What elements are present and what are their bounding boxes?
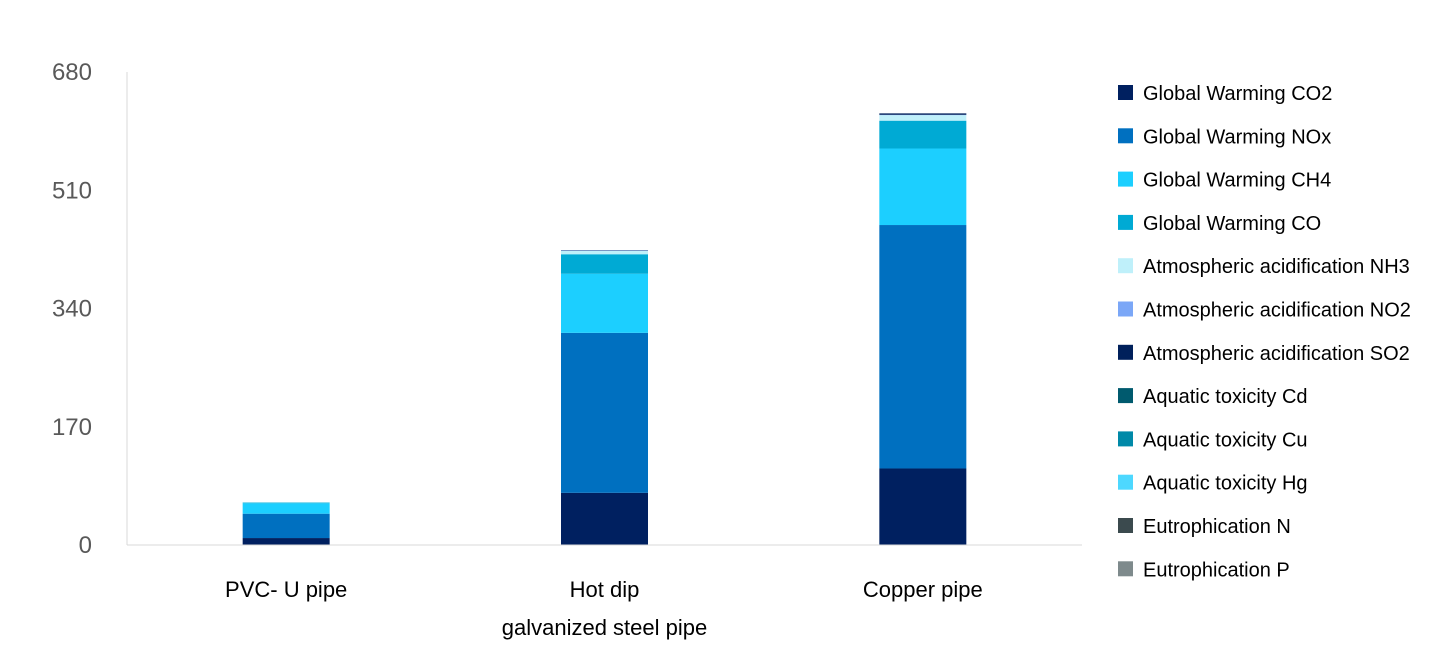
bars bbox=[242, 113, 967, 545]
legend-swatch bbox=[1118, 214, 1133, 230]
legend-item: Global Warming CO bbox=[1118, 213, 1321, 235]
x-category-label: Copper pipe bbox=[863, 577, 983, 602]
y-tick-label: 680 bbox=[52, 59, 92, 86]
bar-segment bbox=[879, 148, 967, 226]
bar-segment bbox=[561, 273, 648, 333]
legend-swatch bbox=[1118, 431, 1133, 447]
legend-label: Atmospheric acidification NO2 bbox=[1143, 300, 1411, 322]
legend-label: Global Warming CO2 bbox=[1143, 83, 1332, 105]
bar-segment bbox=[561, 332, 648, 493]
legend-swatch bbox=[1118, 128, 1133, 144]
legend-swatch bbox=[1118, 301, 1133, 317]
x-category-label: Hot dip bbox=[570, 577, 640, 602]
bar-segment bbox=[242, 502, 330, 504]
legend-swatch bbox=[1118, 518, 1133, 533]
bar-segment bbox=[242, 503, 330, 514]
bar-segment bbox=[879, 468, 967, 545]
y-tick-label: 510 bbox=[52, 177, 92, 204]
legend-label: Aquatic toxicity Cd bbox=[1143, 386, 1308, 408]
legend-item: Atmospheric acidification NH3 bbox=[1118, 256, 1410, 278]
y-tick-label: 340 bbox=[52, 296, 92, 323]
legend-label: Atmospheric acidification NH3 bbox=[1143, 256, 1410, 278]
legend-item: Global Warming CH4 bbox=[1118, 170, 1331, 192]
bar-segment bbox=[561, 250, 648, 255]
legend-item: Global Warming CO2 bbox=[1118, 83, 1332, 105]
bar-segment bbox=[242, 538, 330, 545]
legend-label: Atmospheric acidification SO2 bbox=[1143, 343, 1410, 365]
bar-stack bbox=[879, 113, 967, 545]
legend-label: Global Warming CO bbox=[1143, 213, 1321, 235]
legend-item: Eutrophication P bbox=[1118, 559, 1290, 581]
legend-label: Aquatic toxicity Hg bbox=[1143, 473, 1308, 495]
legend-swatch bbox=[1118, 258, 1133, 274]
legend-swatch bbox=[1118, 344, 1133, 360]
legend-item: Eutrophication N bbox=[1118, 516, 1291, 538]
legend-swatch bbox=[1118, 85, 1133, 100]
bar-segment bbox=[561, 492, 648, 545]
bar-segment bbox=[879, 225, 967, 469]
legend-label: Global Warming CH4 bbox=[1143, 170, 1331, 192]
legend-label: Aquatic toxicity Cu bbox=[1143, 429, 1308, 451]
bar-segment bbox=[879, 113, 967, 115]
legend-item: Aquatic toxicity Hg bbox=[1118, 473, 1308, 495]
bar-stack bbox=[242, 502, 330, 545]
bar-stack bbox=[561, 250, 648, 545]
legend-item: Global Warming NOx bbox=[1118, 126, 1331, 148]
y-tick-label: 0 bbox=[79, 532, 92, 559]
x-category-label: PVC- U pipe bbox=[225, 577, 347, 602]
legend-swatch bbox=[1118, 561, 1133, 577]
x-axis: PVC- U pipe Hot dip galvanized steel pipe C… bbox=[127, 544, 1082, 640]
bar-segment bbox=[561, 254, 648, 274]
bar-segment bbox=[879, 115, 967, 121]
legend-item: Aquatic toxicity Cd bbox=[1118, 386, 1308, 408]
legend-label: Global Warming NOx bbox=[1143, 126, 1331, 148]
bar-segment bbox=[242, 513, 330, 539]
legend-label: Eutrophication N bbox=[1143, 516, 1291, 538]
legend-item: Atmospheric acidification NO2 bbox=[1118, 300, 1411, 322]
legend-item: Atmospheric acidification SO2 bbox=[1118, 343, 1410, 365]
x-category-label: galvanized steel pipe bbox=[502, 615, 707, 640]
bar-segment bbox=[879, 120, 967, 149]
legend-swatch bbox=[1118, 171, 1133, 187]
y-tick-label: 170 bbox=[52, 414, 92, 441]
legend: Global Warming CO2 Global Warming NOx Glob… bbox=[1118, 83, 1411, 581]
legend-item: Aquatic toxicity Cu bbox=[1118, 429, 1308, 451]
legend-swatch bbox=[1118, 388, 1133, 404]
legend-label: Eutrophication P bbox=[1143, 559, 1290, 581]
legend-swatch bbox=[1118, 474, 1133, 490]
y-axis: 680 510 340 170 0 bbox=[52, 59, 128, 559]
